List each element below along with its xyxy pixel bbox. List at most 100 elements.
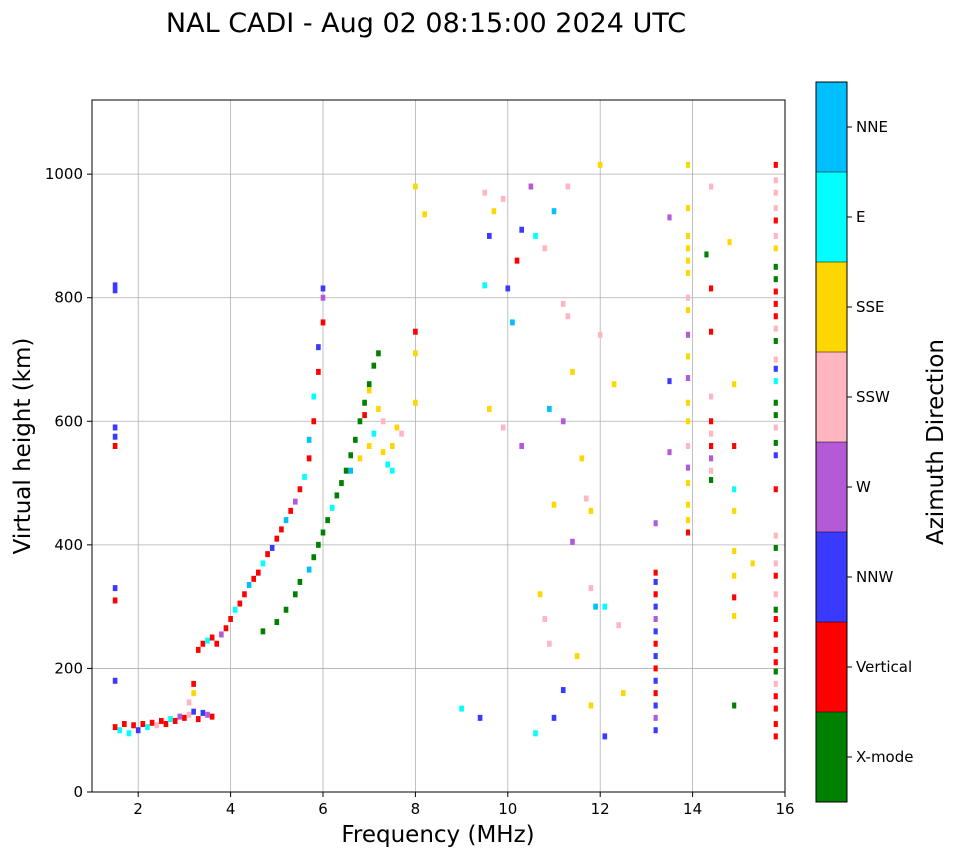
echo-point: [653, 702, 658, 709]
echo-point: [357, 418, 363, 425]
echo-point: [773, 631, 778, 638]
echo-point: [685, 443, 691, 449]
echo-point: [380, 418, 386, 425]
series-scattered-echoes-8-13-mhz: [413, 161, 626, 740]
series-vertical-column-13-2-mhz: [653, 214, 672, 734]
echo-point: [214, 640, 220, 647]
colorbar-tick-label: NNW: [856, 568, 893, 586]
echo-point: [163, 721, 169, 728]
echo-point: [232, 606, 238, 613]
echo-point: [528, 183, 534, 190]
colorbar: X-mode Vertical NNW W SSW SSE E NNE: [816, 81, 913, 803]
colorbar-tick-label: W: [856, 478, 871, 496]
echo-point: [597, 161, 603, 168]
echo-point: [112, 287, 118, 294]
echo-point: [732, 612, 737, 619]
echo-point: [685, 205, 691, 212]
echo-point: [348, 452, 354, 459]
echo-point: [205, 711, 210, 718]
echo-point: [279, 526, 284, 533]
echo-point: [533, 232, 538, 239]
echo-point: [283, 517, 289, 524]
echo-point: [376, 405, 381, 412]
echo-point: [602, 603, 608, 610]
echo-point: [551, 208, 557, 215]
echo-point: [773, 486, 778, 493]
echo-point: [773, 412, 778, 419]
echo-point: [380, 449, 386, 456]
echo-point: [283, 606, 289, 613]
series-f-layer-x-mode-trace: [260, 350, 381, 635]
echo-point: [422, 211, 427, 218]
echo-point: [191, 680, 196, 687]
echo-point: [320, 319, 326, 326]
x-tick-label: 4: [226, 800, 236, 818]
echo-point: [611, 381, 617, 388]
echo-point: [773, 572, 778, 579]
echo-point: [112, 585, 118, 592]
colorbar-segment: [816, 712, 847, 802]
echo-point: [195, 716, 201, 723]
echo-point: [667, 449, 672, 456]
echo-point: [773, 263, 778, 270]
echo-point: [588, 585, 594, 592]
echo-point: [570, 368, 575, 375]
echo-point: [560, 418, 566, 425]
colorbar-tick-label: SSW: [856, 388, 890, 406]
echo-point: [709, 393, 714, 400]
echo-point: [519, 226, 524, 233]
echo-point: [394, 424, 400, 431]
echo-point: [413, 399, 418, 406]
echo-point: [177, 713, 183, 720]
echo-point: [732, 381, 737, 388]
echo-point: [491, 208, 497, 215]
echo-point: [362, 399, 367, 406]
echo-point: [653, 714, 658, 721]
echo-point: [482, 189, 488, 196]
echo-point: [685, 232, 691, 239]
series-f-layer-o-mode-trace: [195, 285, 326, 653]
echo-point: [773, 300, 778, 307]
colorbar-label: Azimuth Direction: [923, 339, 949, 545]
echo-point: [773, 276, 778, 283]
echo-point: [773, 560, 778, 567]
echo-point: [732, 507, 737, 514]
echo-point: [653, 569, 658, 576]
echo-point: [487, 405, 492, 412]
echo-point: [685, 270, 691, 276]
y-tick-label: 400: [54, 536, 83, 554]
colorbar-tick-label: X-mode: [856, 748, 913, 766]
echo-point: [122, 721, 127, 728]
echo-point: [732, 702, 737, 709]
echo-point: [112, 443, 118, 449]
echo-point: [145, 724, 150, 731]
echo-point: [477, 714, 483, 721]
echo-point: [709, 467, 714, 474]
data-points: [112, 161, 778, 740]
chart-title: NAL CADI - Aug 02 08:15:00 2024 UTC: [166, 8, 686, 39]
echo-point: [653, 690, 658, 697]
echo-point: [773, 646, 778, 653]
echo-point: [399, 430, 404, 437]
echo-point: [653, 616, 658, 622]
echo-point: [773, 232, 778, 239]
echo-point: [709, 476, 714, 483]
echo-point: [773, 288, 778, 295]
echo-point: [366, 381, 372, 388]
echo-point: [685, 480, 691, 487]
colorbar-segment: [816, 532, 847, 622]
echo-point: [311, 393, 317, 400]
echo-point: [602, 733, 608, 740]
echo-point: [597, 331, 603, 338]
x-tick-label: 14: [683, 800, 702, 818]
echo-point: [316, 368, 321, 375]
echo-point: [685, 464, 691, 471]
echo-point: [773, 424, 778, 431]
echo-point: [112, 677, 118, 684]
echo-point: [131, 722, 136, 729]
echo-point: [653, 591, 658, 598]
echo-point: [773, 189, 778, 196]
echo-point: [366, 387, 372, 394]
echo-point: [316, 541, 321, 548]
echo-point: [237, 600, 243, 607]
